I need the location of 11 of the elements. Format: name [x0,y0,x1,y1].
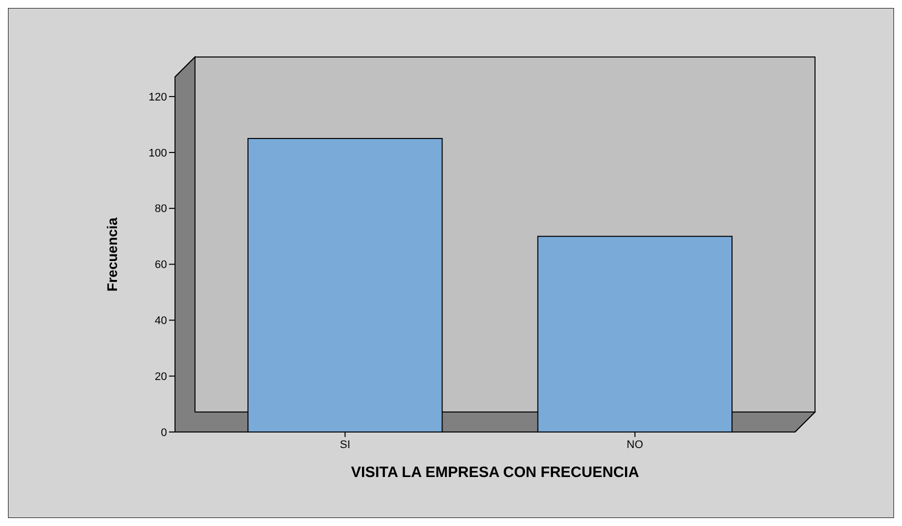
y-tick-label: 80 [154,203,167,216]
x-tick-label: NO [626,439,644,451]
y-tick-label: 60 [154,259,167,272]
y-axis-title: Frecuencia [104,217,120,292]
y-tick-label: 40 [154,315,167,328]
y-tick-label: 0 [160,426,167,439]
y-tick-label: 20 [154,370,167,383]
x-axis-title: VISITA LA EMPRESA CON FRECUENCIA [350,464,640,481]
y-tick-label: 120 [148,91,167,104]
x-tick-label: SI [340,439,350,451]
y-tick-label: 100 [148,147,167,160]
